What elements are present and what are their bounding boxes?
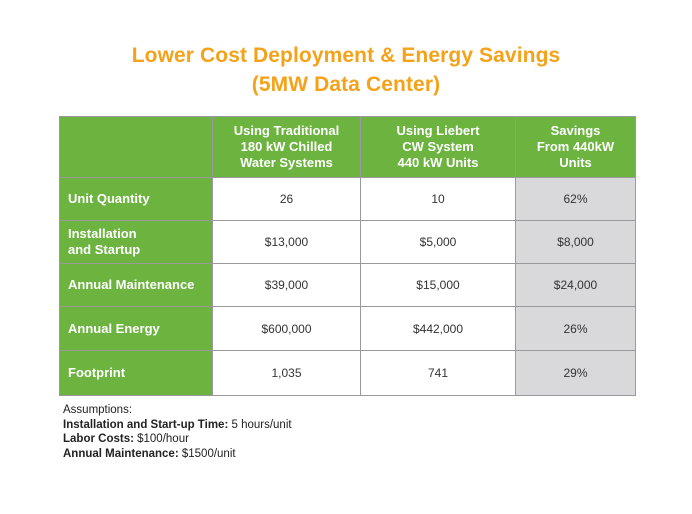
table-row: Installation and Startup $13,000 $5,000 … (59, 220, 636, 264)
table-header-row: Using Traditional 180 kW Chilled Water S… (59, 116, 636, 178)
row-label-annual-energy: Annual Energy (59, 306, 213, 351)
header-savings: Savings From 440kW Units (515, 116, 636, 178)
cell-savings: 62% (515, 177, 636, 221)
assumption-label: Labor Costs: (63, 433, 134, 445)
header-line: From 440kW (536, 139, 615, 154)
cell-traditional: $13,000 (212, 220, 361, 264)
assumptions-block: Assumptions: Installation and Start-up T… (63, 403, 292, 461)
table-row: Unit Quantity 26 10 62% (59, 177, 636, 221)
cell-liebert: 10 (360, 177, 516, 221)
header-line: CW System (402, 139, 474, 154)
cell-traditional: 1,035 (212, 350, 361, 396)
cell-liebert: $15,000 (360, 263, 516, 307)
page-title: Lower Cost Deployment & Energy Savings (131, 44, 561, 67)
header-line: Water Systems (240, 155, 333, 170)
cell-traditional: $600,000 (212, 306, 361, 351)
row-label-installation: Installation and Startup (59, 220, 213, 264)
assumption-label: Installation and Start-up Time: (63, 418, 229, 431)
header-liebert: Using Liebert CW System 440 kW Units (360, 116, 516, 178)
assumption-label: Annual Maintenance: (63, 447, 179, 460)
assumption-value: $100/hour (137, 433, 189, 445)
cell-savings: 26% (515, 306, 636, 351)
page-subtitle: (5MW Data Center) (251, 73, 441, 96)
row-label-annual-maintenance: Annual Maintenance (59, 263, 213, 307)
cell-traditional: $39,000 (212, 263, 361, 307)
header-line: 180 kW Chilled (240, 139, 333, 154)
row-label-unit-quantity: Unit Quantity (59, 177, 213, 221)
cell-savings: 29% (515, 350, 636, 396)
comparison-table: Using Traditional 180 kW Chilled Water S… (59, 116, 636, 396)
assumptions-heading: Assumptions: (63, 404, 133, 416)
header-line: Savings (550, 123, 601, 138)
header-traditional: Using Traditional 180 kW Chilled Water S… (212, 116, 361, 178)
header-line: 440 kW Units (397, 155, 479, 170)
cell-savings: $24,000 (515, 263, 636, 307)
cell-traditional: 26 (212, 177, 361, 221)
assumption-value: $1500/unit (181, 447, 236, 460)
assumption-value: 5 hours/unit (231, 418, 292, 431)
table-row: Footprint 1,035 741 29% (59, 350, 636, 396)
cell-liebert: 741 (360, 350, 516, 396)
header-line: Using Traditional (233, 123, 340, 138)
cell-savings: $8,000 (515, 220, 636, 264)
table-row: Annual Energy $600,000 $442,000 26% (59, 306, 636, 351)
header-line: Units (559, 155, 592, 170)
header-corner (59, 116, 213, 178)
cell-liebert: $5,000 (360, 220, 516, 264)
assumption-item: Installation and Start-up Time: 5 hours/… (63, 418, 292, 433)
assumption-item: Labor Costs: $100/hour (63, 432, 292, 447)
cell-liebert: $442,000 (360, 306, 516, 351)
table-row: Annual Maintenance $39,000 $15,000 $24,0… (59, 263, 636, 307)
assumption-item: Annual Maintenance: $1500/unit (63, 447, 292, 462)
row-label-footprint: Footprint (59, 350, 213, 396)
header-line: Using Liebert (396, 123, 480, 138)
